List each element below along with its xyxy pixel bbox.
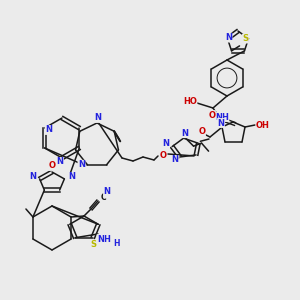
Text: N: N [45,125,52,134]
Text: S: S [91,240,97,249]
Text: N: N [56,158,64,166]
Text: N: N [94,113,101,122]
Text: O: O [199,128,206,136]
Text: OH: OH [256,121,270,130]
Text: N: N [29,172,36,182]
Text: N: N [225,33,232,42]
Text: N: N [103,188,110,196]
Text: N: N [171,155,178,164]
Text: N: N [78,160,85,169]
Text: NH: NH [215,112,229,122]
Text: H: H [114,239,120,248]
Text: N: N [218,118,224,127]
Text: O: O [160,151,167,160]
Text: NH: NH [97,235,111,244]
Text: HO: HO [183,98,197,106]
Text: N: N [68,172,75,182]
Text: O: O [208,110,215,119]
Text: N: N [181,129,188,138]
Text: N: N [163,139,170,148]
Text: C: C [100,193,106,202]
Text: S: S [242,34,248,43]
Text: O: O [49,161,56,170]
